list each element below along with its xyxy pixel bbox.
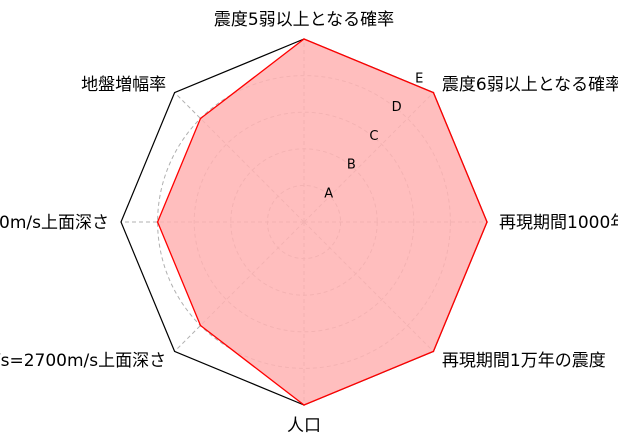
axis-label-7: Vs=1100m/s上面深さ: [0, 213, 109, 233]
axis-label-6: Vs=2700m/s上面深さ: [0, 351, 166, 371]
axis-label-1: 震度5弱以上となる確率: [214, 10, 394, 30]
ring-label-A: A: [324, 186, 333, 201]
data-point-1-6: [199, 324, 202, 327]
series-layer: [156, 38, 488, 406]
data-point-1-7: [156, 221, 159, 223]
axis-label-8: 地盤増幅率: [81, 75, 166, 95]
data-point-1-4: [432, 350, 435, 353]
data-point-1-2: [432, 91, 435, 94]
ring-label-D: D: [392, 100, 402, 115]
ring-label-B: B: [347, 158, 356, 173]
ring-label-C: C: [369, 129, 378, 144]
axis-label-4: 再現期間1万年の震度: [442, 351, 606, 371]
axis-label-layer: 震度5弱以上となる確率震度6弱以上となる確率再現期間1000年の震度再現期間1万…: [0, 10, 618, 436]
data-point-1-1: [303, 38, 305, 40]
ring-label-E: E: [415, 71, 423, 86]
axis-label-3: 再現期間1000年の震度: [499, 213, 618, 233]
data-point-1-8: [199, 117, 202, 120]
data-point-1-5: [303, 404, 305, 406]
data-point-1-3: [486, 221, 488, 223]
series-area-1: [156, 38, 488, 406]
axis-label-2: 震度6弱以上となる確率: [442, 75, 618, 95]
axis-label-5: 人口: [287, 416, 321, 436]
